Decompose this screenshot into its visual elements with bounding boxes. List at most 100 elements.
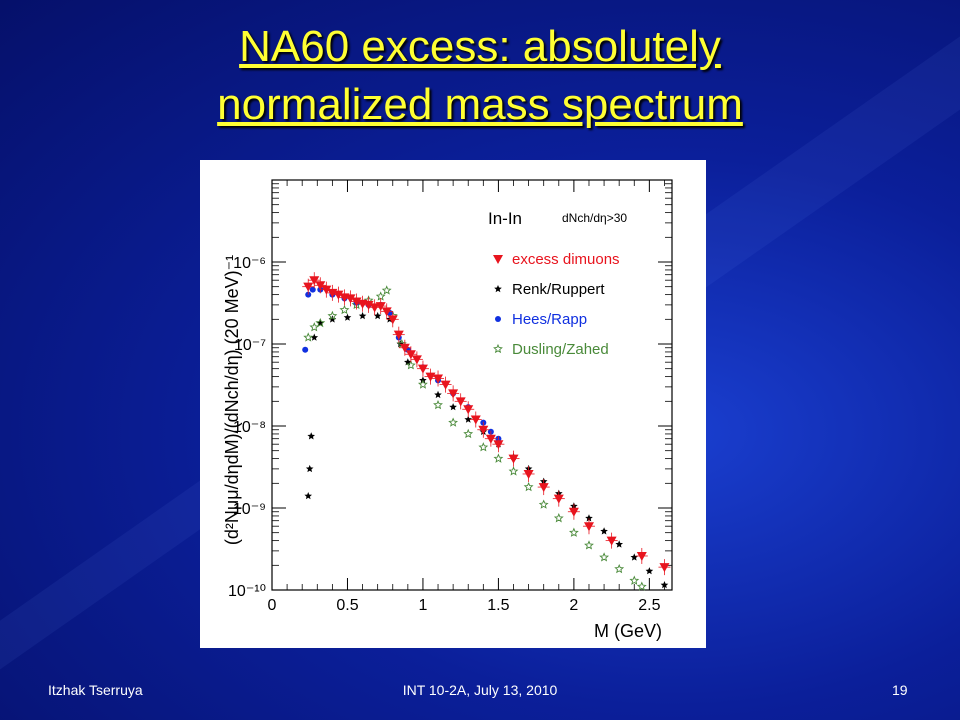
slide-title-line-1: NA60 excess: absolutely (239, 22, 721, 71)
footer-page-number: 19 (892, 682, 908, 698)
data-point (433, 399, 443, 410)
x-tick-label: 1.5 (487, 597, 509, 614)
data-point (553, 494, 564, 504)
x-tick-label: 0 (268, 597, 277, 614)
data-point (373, 311, 382, 320)
x-axis-label: M (GeV) (594, 621, 662, 641)
data-point (375, 302, 386, 312)
data-point (381, 307, 392, 317)
data-point (463, 405, 474, 415)
data-point (523, 481, 534, 492)
data-point (463, 428, 474, 439)
data-point (345, 294, 356, 304)
y-tick-label: 10⁻⁶ (233, 255, 266, 272)
x-tick-label: 2 (569, 597, 578, 614)
series-triangle-down (302, 272, 671, 576)
data-point (343, 313, 352, 321)
data-point (630, 553, 639, 561)
data-point (305, 464, 314, 473)
mass-spectrum-chart: 0 0.5 1 1.5 2 2.5 10⁻¹⁰ 10⁻⁹ 10⁻⁸ 10⁻⁷ 10⁻⁶ excess… (222, 179, 673, 641)
data-point (584, 540, 594, 550)
data-point (478, 442, 489, 452)
data-point (425, 372, 436, 382)
data-point (614, 563, 625, 574)
system-label: In-In (488, 209, 522, 228)
data-point (393, 330, 404, 340)
data-point (358, 311, 367, 320)
data-point (433, 374, 444, 384)
data-point (478, 425, 489, 435)
data-point (629, 575, 640, 585)
footer-event: INT 10-2A, July 13, 2010 (402, 682, 558, 698)
data-point (405, 360, 416, 370)
x-tick-label: 1 (418, 597, 427, 614)
y-tick-label: 10⁻⁷ (234, 337, 266, 354)
data-point (307, 432, 315, 440)
plot-frame (271, 179, 673, 591)
data-point (369, 303, 380, 313)
data-point (309, 322, 320, 332)
data-point (304, 492, 312, 500)
data-point (583, 522, 594, 532)
data-point (636, 551, 647, 561)
data-point (538, 499, 549, 509)
data-point (327, 310, 338, 321)
data-point (538, 483, 549, 493)
legend-marker (493, 255, 503, 264)
data-point (417, 364, 428, 374)
legend-label: Dusling/Zahed (512, 341, 609, 358)
data-point (339, 304, 350, 315)
data-point (328, 315, 337, 323)
cut-label: dNch/dη>30 (562, 211, 627, 225)
data-point (411, 355, 422, 365)
data-point (381, 285, 392, 295)
data-point (303, 282, 314, 292)
data-point (508, 454, 519, 464)
data-point (464, 415, 472, 423)
data-point (660, 581, 669, 589)
data-point (455, 397, 466, 407)
data-point (568, 507, 579, 517)
legend-label: excess dimuons (512, 251, 620, 268)
data-point (523, 469, 534, 479)
legend-marker (495, 316, 501, 322)
data-point (333, 290, 344, 300)
data-point (417, 379, 428, 389)
data-point (493, 440, 504, 450)
data-point (309, 276, 320, 286)
data-point (553, 513, 564, 523)
y-tick-label: 10⁻⁸ (233, 419, 266, 436)
data-point (302, 346, 309, 353)
slide-title-line-2: normalized mass spectrum (217, 80, 743, 129)
slide-title: NA60 excess: absolutely normalized mass … (0, 18, 960, 134)
data-point (309, 286, 316, 293)
legend-marker (493, 343, 503, 354)
legend-marker (494, 285, 502, 293)
y-tick-label: 10⁻⁹ (233, 501, 266, 518)
data-point (310, 333, 319, 341)
data-point (485, 434, 496, 444)
footer-author: Itzhak Tserruya (48, 682, 143, 698)
data-point (363, 300, 374, 310)
data-point (636, 581, 647, 591)
x-tick-label: 0.5 (336, 597, 358, 614)
data-point (387, 315, 398, 325)
legend-label: Renk/Ruppert (512, 281, 605, 298)
data-point (470, 415, 481, 425)
data-point (508, 466, 519, 476)
data-point (585, 514, 593, 522)
y-tick-label: 10⁻¹⁰ (228, 583, 266, 600)
data-point (659, 563, 670, 573)
data-point (303, 332, 314, 342)
data-point (434, 390, 442, 399)
legend-label: Hees/Rapp (512, 311, 587, 328)
data-point (645, 567, 654, 575)
series-star (304, 311, 669, 589)
data-point (448, 417, 458, 427)
data-point (440, 380, 451, 390)
data-point (568, 527, 579, 537)
data-point (599, 552, 610, 562)
data-point (606, 536, 617, 546)
data-point (315, 317, 326, 328)
data-point (600, 527, 608, 535)
